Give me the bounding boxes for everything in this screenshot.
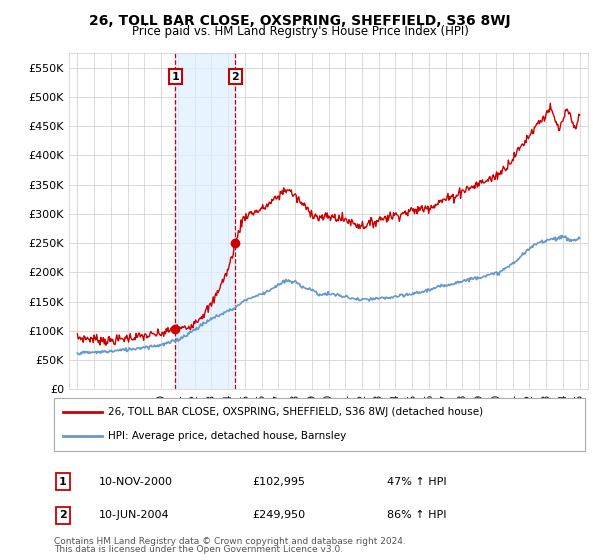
Text: 10-JUN-2004: 10-JUN-2004 — [99, 510, 170, 520]
Text: 2: 2 — [59, 510, 67, 520]
Text: 47% ↑ HPI: 47% ↑ HPI — [387, 477, 446, 487]
Text: 26, TOLL BAR CLOSE, OXSPRING, SHEFFIELD, S36 8WJ (detached house): 26, TOLL BAR CLOSE, OXSPRING, SHEFFIELD,… — [108, 408, 483, 418]
Text: 1: 1 — [172, 72, 179, 82]
Text: This data is licensed under the Open Government Licence v3.0.: This data is licensed under the Open Gov… — [54, 545, 343, 554]
Text: 10-NOV-2000: 10-NOV-2000 — [99, 477, 173, 487]
Bar — [175, 53, 235, 389]
Text: 26, TOLL BAR CLOSE, OXSPRING, SHEFFIELD, S36 8WJ: 26, TOLL BAR CLOSE, OXSPRING, SHEFFIELD,… — [89, 14, 511, 28]
Text: £249,950: £249,950 — [252, 510, 305, 520]
Text: Contains HM Land Registry data © Crown copyright and database right 2024.: Contains HM Land Registry data © Crown c… — [54, 537, 406, 546]
Text: HPI: Average price, detached house, Barnsley: HPI: Average price, detached house, Barn… — [108, 431, 346, 441]
Text: Price paid vs. HM Land Registry's House Price Index (HPI): Price paid vs. HM Land Registry's House … — [131, 25, 469, 38]
Text: 86% ↑ HPI: 86% ↑ HPI — [387, 510, 446, 520]
Text: £102,995: £102,995 — [252, 477, 305, 487]
Text: 1: 1 — [59, 477, 67, 487]
Text: 2: 2 — [232, 72, 239, 82]
